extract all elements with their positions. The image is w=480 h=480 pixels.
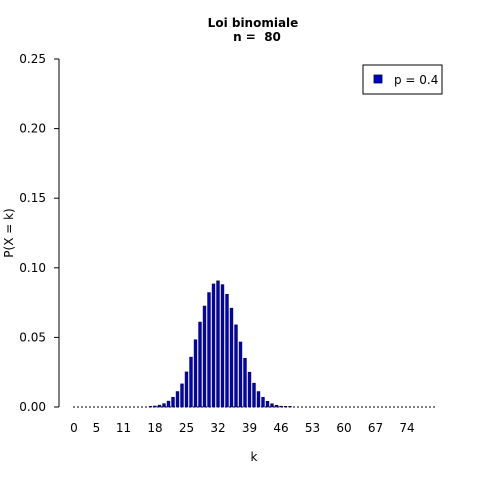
chart-subtitle: n = 80 xyxy=(233,30,281,44)
bar-k-27 xyxy=(193,339,198,408)
bar-k-30 xyxy=(207,292,211,408)
bar-k-32 xyxy=(216,280,220,408)
y-axis-ticks: 0.00 0.05 0.10 0.15 0.20 0.25 xyxy=(19,52,59,414)
x-tick-label: 60 xyxy=(336,421,351,435)
x-tick-label: 39 xyxy=(242,421,257,435)
bar-k-38 xyxy=(243,357,247,408)
bar-k-20 xyxy=(162,403,166,408)
bar-k-43 xyxy=(265,400,270,408)
x-tick-label: 11 xyxy=(116,421,131,435)
bar-k-47 xyxy=(283,406,288,408)
chart-title: Loi binomiale xyxy=(208,16,299,30)
x-axis-ticks: 0 5 11 18 25 32 39 46 53 60 67 74 xyxy=(70,421,414,435)
x-axis-label: k xyxy=(251,450,258,464)
bar-k-22 xyxy=(171,396,175,408)
bar-k-48 xyxy=(288,406,292,408)
bar-k-24 xyxy=(180,383,184,408)
x-tick-label: 46 xyxy=(273,421,288,435)
bar-k-33 xyxy=(220,284,225,408)
bar-k-46 xyxy=(279,405,283,408)
x-tick-label: 32 xyxy=(210,421,225,435)
bar-k-37 xyxy=(238,341,243,408)
legend: p = 0.4 xyxy=(362,64,443,95)
x-tick-label: 74 xyxy=(399,421,414,435)
x-tick-label: 18 xyxy=(147,421,162,435)
bar-k-28 xyxy=(198,321,202,408)
bar-k-39 xyxy=(247,371,252,408)
bar-k-31 xyxy=(211,283,216,408)
x-tick-label: 67 xyxy=(368,421,383,435)
bar-k-35 xyxy=(229,307,234,408)
x-tick-label: 25 xyxy=(179,421,194,435)
bar-k-36 xyxy=(234,324,238,408)
legend-swatch xyxy=(373,74,383,84)
bar-k-45 xyxy=(274,405,279,408)
bar-k-41 xyxy=(256,391,261,408)
x-tick-label: 5 xyxy=(93,421,101,435)
legend-label: p = 0.4 xyxy=(394,73,438,87)
y-axis-label: P(X = k) xyxy=(2,208,16,257)
bar-k-34 xyxy=(225,293,229,408)
y-tick-label: 0.15 xyxy=(19,191,46,205)
bar-k-19 xyxy=(157,404,162,408)
x-tick-label: 53 xyxy=(305,421,320,435)
y-tick-label: 0.25 xyxy=(19,52,46,66)
bar-k-40 xyxy=(252,382,256,408)
bar-k-17 xyxy=(148,406,153,408)
bar-k-25 xyxy=(184,371,189,408)
y-tick-label: 0.00 xyxy=(19,400,46,414)
bar-k-26 xyxy=(189,356,193,408)
bar-k-18 xyxy=(153,405,157,408)
bar-k-29 xyxy=(202,305,207,408)
y-tick-label: 0.20 xyxy=(19,122,46,136)
bar-k-42 xyxy=(261,397,265,408)
y-tick-label: 0.05 xyxy=(19,330,46,344)
bar-k-23 xyxy=(175,391,180,408)
bar-k-21 xyxy=(166,400,171,408)
x-tick-label: 0 xyxy=(70,421,78,435)
bar-k-44 xyxy=(270,403,274,408)
y-tick-label: 0.10 xyxy=(19,261,46,275)
bar-series xyxy=(148,280,292,408)
